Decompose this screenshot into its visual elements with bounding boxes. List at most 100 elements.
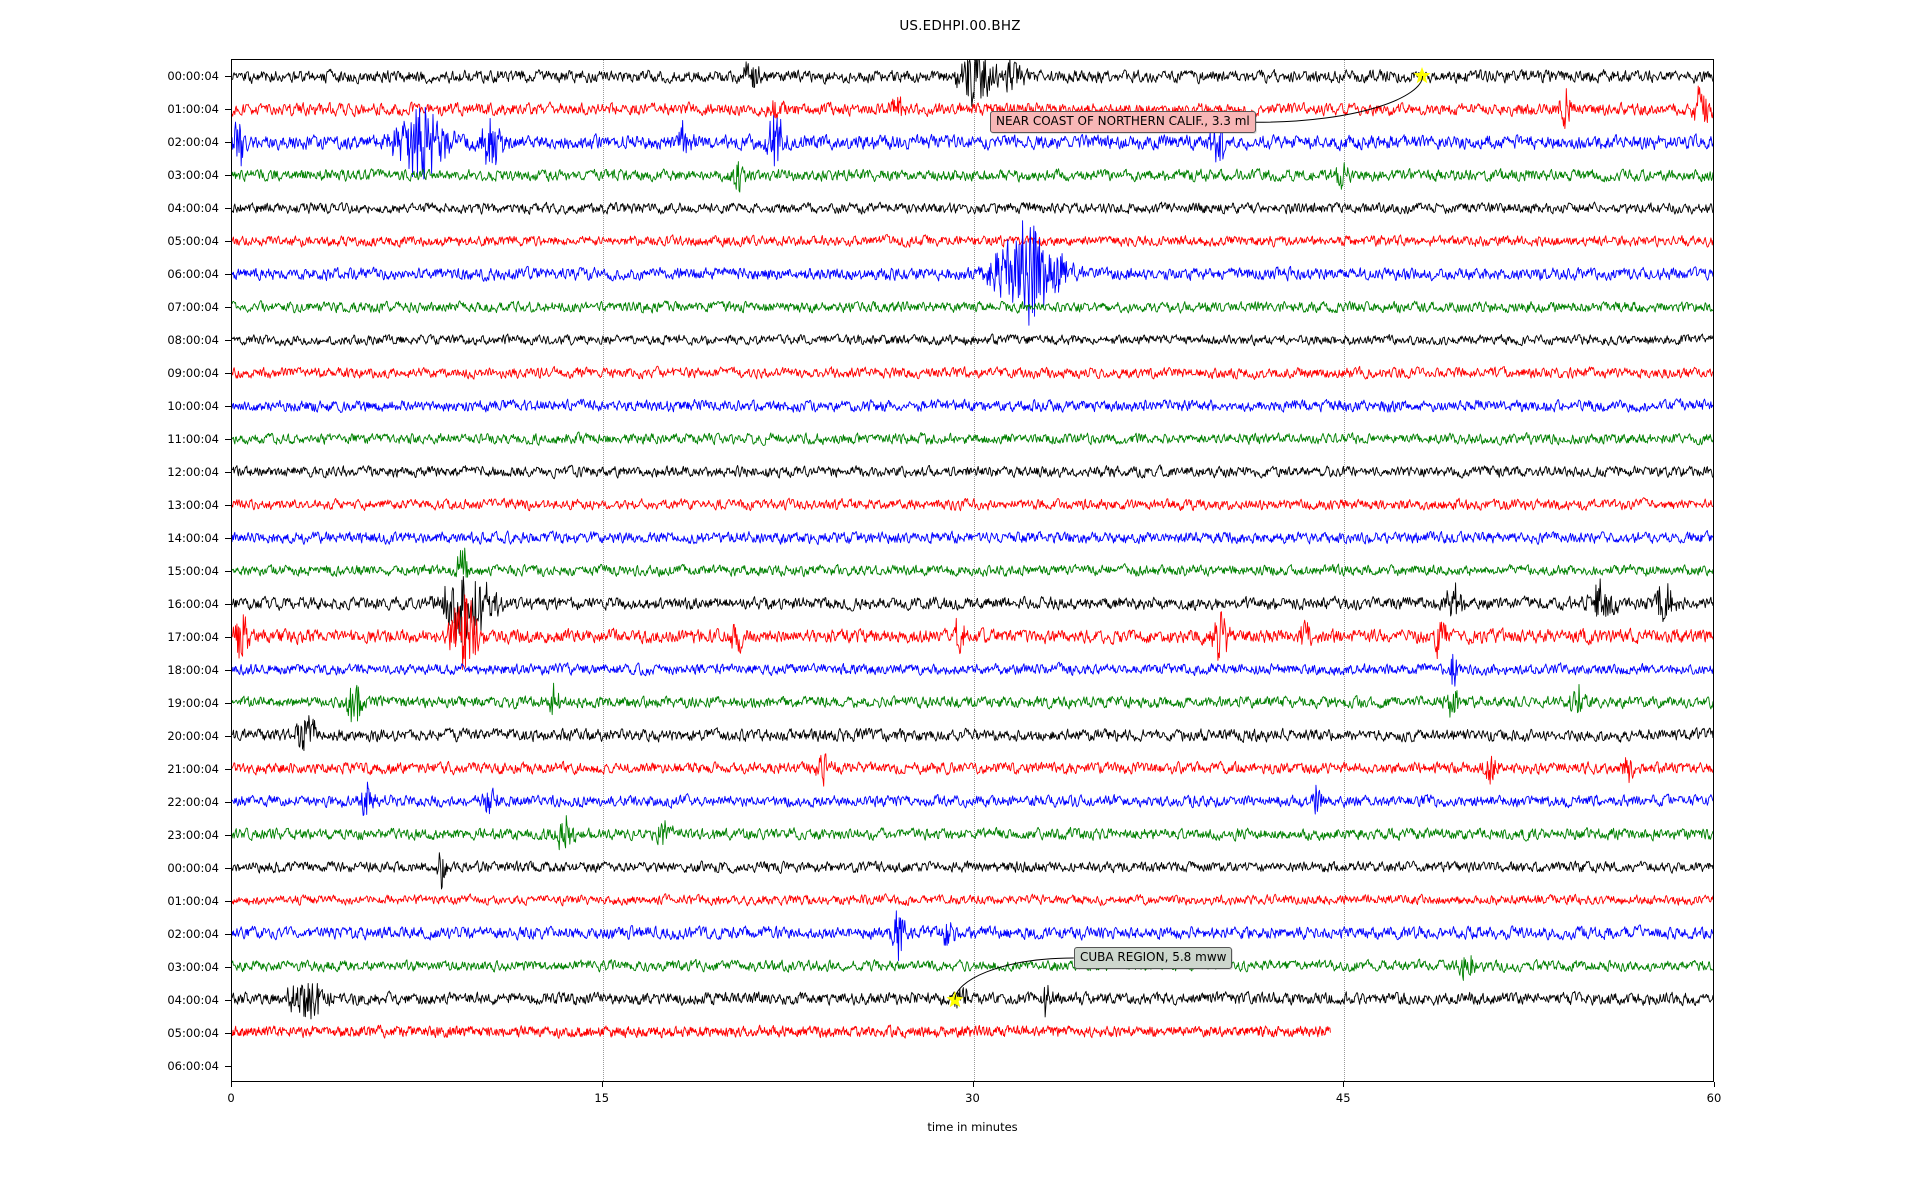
y-tick-mark [225,966,231,968]
y-tick-label: 06:00:04 [167,1058,219,1073]
trace-row [232,106,1713,180]
annotation-near-coast-of-northern-calif[interactable]: NEAR COAST OF NORTHERN CALIF., 3.3 ml [990,111,1256,133]
x-tick-mark [972,1082,974,1087]
y-tick-label: 15:00:04 [167,563,219,578]
y-tick-label: 05:00:04 [167,233,219,248]
y-tick-label: 01:00:04 [167,893,219,908]
y-tick-mark [225,1065,231,1067]
x-tick-mark [231,1082,232,1087]
trace-row [232,365,1713,380]
y-tick-label: 04:00:04 [167,992,219,1007]
y-tick-mark [225,75,231,77]
y-tick-label: 01:00:04 [167,101,219,116]
page-title: US.EDHPI.00.BHZ [899,18,1021,34]
y-tick-label: 23:00:04 [167,827,219,842]
y-tick-mark [225,438,231,440]
y-tick-mark [225,933,231,935]
y-tick-label: 02:00:04 [167,926,219,941]
y-tick-label: 00:00:04 [167,68,219,83]
trace-row [232,781,1713,816]
y-tick-mark [225,405,231,407]
y-tick-mark [225,174,231,176]
trace-row [232,431,1713,446]
x-tick-label: 60 [1706,1091,1722,1105]
y-tick-mark [225,141,231,143]
event-star-marker [946,990,964,1007]
y-tick-mark [225,504,231,506]
y-tick-mark [225,702,231,704]
trace-row [232,653,1713,687]
trace-row [232,300,1713,314]
trace-row [232,398,1713,413]
trace-row [232,233,1713,248]
y-tick-mark [225,240,231,242]
y-tick-mark [225,735,231,737]
y-tick-label: 20:00:04 [167,728,219,743]
y-tick-label: 02:00:04 [167,134,219,149]
y-tick-mark [225,108,231,110]
trace-row [232,753,1713,787]
y-tick-label: 07:00:04 [167,299,219,314]
x-tick-label: 45 [1335,1091,1351,1105]
gridline-15 [602,60,604,1081]
y-tick-label: 21:00:04 [167,761,219,776]
trace-row [232,982,1713,1020]
trace-row [232,815,1713,851]
y-tick-mark [225,768,231,770]
x-tick-mark [1343,1082,1345,1087]
trace-row [232,220,1713,326]
x-tick-label: 0 [227,1091,235,1105]
y-tick-label: 14:00:04 [167,530,219,545]
y-tick-label: 16:00:04 [167,596,219,611]
y-tick-mark [225,999,231,1001]
y-tick-mark [225,306,231,308]
y-tick-mark [225,570,231,572]
y-tick-label: 12:00:04 [167,464,219,479]
y-tick-label: 17:00:04 [167,629,219,644]
trace-row [232,547,1713,578]
x-tick-label: 30 [965,1091,980,1105]
y-tick-mark [225,636,231,638]
y-tick-label: 11:00:04 [167,431,219,446]
trace-row [232,682,1713,723]
trace-row [232,715,1713,752]
y-tick-mark [225,669,231,671]
y-tick-mark [225,1032,231,1034]
x-tick-label: 15 [594,1091,610,1105]
y-tick-mark [225,537,231,539]
gridline-30 [973,60,975,1081]
y-tick-mark [225,372,231,374]
y-tick-mark [225,801,231,803]
trace-row [232,852,1713,890]
x-tick-mark [1714,1082,1715,1087]
annotation-cuba-region[interactable]: CUBA REGION, 5.8 mww [1074,947,1233,969]
y-tick-mark [225,834,231,836]
y-tick-label: 22:00:04 [167,794,219,809]
trace-row [232,333,1713,347]
seismic-traces [232,60,1713,1039]
trace-row [232,575,1713,646]
trace-row [232,594,1713,670]
y-tick-label: 05:00:04 [167,1025,219,1040]
event-star-marker [1413,66,1431,83]
y-tick-mark [225,471,231,473]
y-tick-label: 00:00:04 [167,860,219,875]
y-tick-mark [225,207,231,209]
y-tick-label: 09:00:04 [167,365,219,380]
y-tick-mark [225,273,231,275]
y-tick-mark [225,900,231,902]
y-tick-label: 08:00:04 [167,332,219,347]
y-tick-label: 18:00:04 [167,662,219,677]
trace-row [232,60,1713,107]
trace-row [232,497,1713,512]
trace-row [232,893,1713,907]
trace-row [232,161,1713,193]
trace-row [232,464,1713,480]
x-axis-label: time in minutes [927,1120,1018,1134]
y-tick-label: 03:00:04 [167,959,219,974]
y-tick-label: 06:00:04 [167,266,219,281]
plot-area [231,59,1714,1082]
y-tick-label: 04:00:04 [167,200,219,215]
y-tick-label: 10:00:04 [167,398,219,413]
